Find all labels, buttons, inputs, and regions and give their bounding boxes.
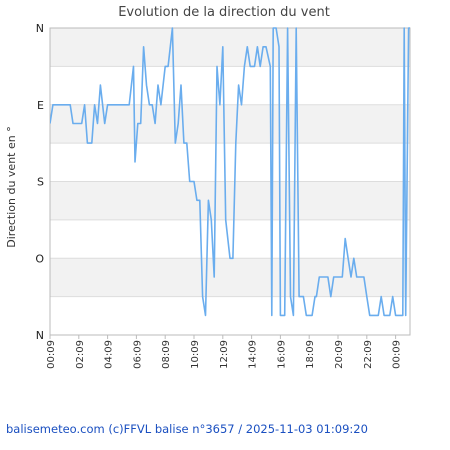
y-tick-label: N	[36, 22, 44, 35]
x-tick-label: 06:09	[132, 340, 143, 369]
x-tick-label: 04:09	[104, 340, 115, 369]
background-band	[50, 181, 410, 220]
plot-frame	[49, 27, 411, 336]
x-tick-label: 18:09	[305, 340, 316, 369]
x-tick-label: 16:09	[276, 340, 287, 369]
x-tick-label: 00:09	[392, 340, 403, 369]
chart-title: Evolution de la direction du vent	[118, 5, 330, 20]
x-tick-label: 08:09	[161, 340, 172, 369]
x-tick-label: 02:09	[75, 340, 86, 369]
background-band	[50, 28, 410, 67]
x-tick-label: 20:09	[334, 340, 345, 369]
x-tick-label: 00:09	[46, 340, 57, 369]
x-tick-label: 22:09	[363, 340, 374, 369]
x-axis-ticks: 00:09 02:09 04:09 06:09 08:09 10:09 12:09 14:09…	[46, 335, 403, 369]
y-tick-label: O	[35, 252, 44, 265]
series-layer	[50, 27, 410, 317]
background-band	[50, 104, 410, 144]
chart-bands	[50, 28, 410, 297]
x-tick-label: 10:09	[190, 340, 201, 369]
y-axis-label: Direction du vent en °	[5, 126, 18, 247]
wind-direction-series	[50, 27, 410, 317]
y-axis-ticks: N E S O N	[35, 22, 44, 342]
x-tick-label: 14:09	[248, 340, 259, 369]
background-band	[50, 258, 410, 297]
y-tick-label: N	[36, 329, 44, 342]
y-tick-label: E	[37, 99, 44, 112]
credit-link[interactable]: balisemeteo.com (c)FFVL balise n°3657 / …	[6, 422, 368, 436]
x-tick-label: 12:09	[219, 340, 230, 369]
y-tick-label: S	[37, 176, 44, 189]
